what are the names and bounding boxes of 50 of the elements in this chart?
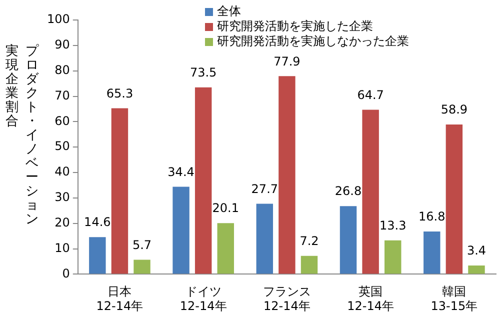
y-tick-label: 20 [54, 215, 70, 230]
y-tick-label: 100 [47, 12, 70, 26]
x-tick-label: 韓国 13-15年 [430, 284, 478, 313]
data-label: 26.8 [334, 184, 362, 198]
bar [300, 256, 318, 274]
y-tick-label: 0 [62, 266, 70, 280]
text: プロダクト・イノベーション実現企業割合 [6, 44, 38, 227]
y-tick-label: 80 [54, 62, 70, 77]
x-tick-label: 英国 12-14年 [347, 284, 394, 313]
y-tick-label: 40 [54, 164, 70, 179]
bar [362, 110, 379, 274]
bar [424, 231, 440, 274]
bar [256, 204, 274, 274]
data-label: 3.4 [466, 244, 486, 258]
x-tick-label: 日本 12-14年 [96, 284, 144, 313]
y-tick-label: 50 [54, 139, 70, 154]
y-tick-label: 70 [54, 88, 70, 102]
data-label: 34.4 [168, 164, 194, 179]
data-label: 14.6 [84, 215, 111, 230]
legend-label: 研究開発活動を実施しなかった企業 [217, 34, 409, 49]
y-tick-label: 60 [54, 114, 70, 128]
data-label: 73.5 [190, 65, 217, 80]
data-label: 5.7 [132, 238, 152, 252]
data-label: 77.9 [274, 54, 300, 68]
data-label: 16.8 [418, 210, 446, 224]
data-label: 65.3 [106, 86, 134, 100]
bar [446, 124, 463, 274]
legend-label: 研究開発活動を実施した企業 [217, 19, 373, 34]
x-tick-label: ドイツ 12-14年 [180, 284, 227, 313]
bar [134, 260, 150, 274]
bar [89, 237, 106, 274]
bar [468, 266, 485, 274]
data-label: 27.7 [251, 182, 278, 196]
bar [111, 108, 128, 274]
bar [340, 206, 357, 274]
data-label: 7.2 [300, 234, 319, 248]
bar [217, 223, 234, 274]
x-tick-label: フランス 12-14年 [262, 284, 311, 313]
bar [384, 240, 402, 274]
data-label: 13.3 [380, 218, 406, 233]
y-tick-label: 10 [54, 240, 70, 255]
bar [278, 76, 296, 274]
data-label: 58.9 [440, 102, 468, 117]
data-label: 64.7 [357, 88, 384, 102]
y-tick-label: 30 [54, 190, 70, 204]
legend-label: 全体 [217, 4, 241, 19]
data-label: 20.1 [212, 201, 239, 216]
bar [194, 87, 212, 274]
y-tick-label: 90 [54, 38, 70, 52]
bar [172, 186, 190, 274]
